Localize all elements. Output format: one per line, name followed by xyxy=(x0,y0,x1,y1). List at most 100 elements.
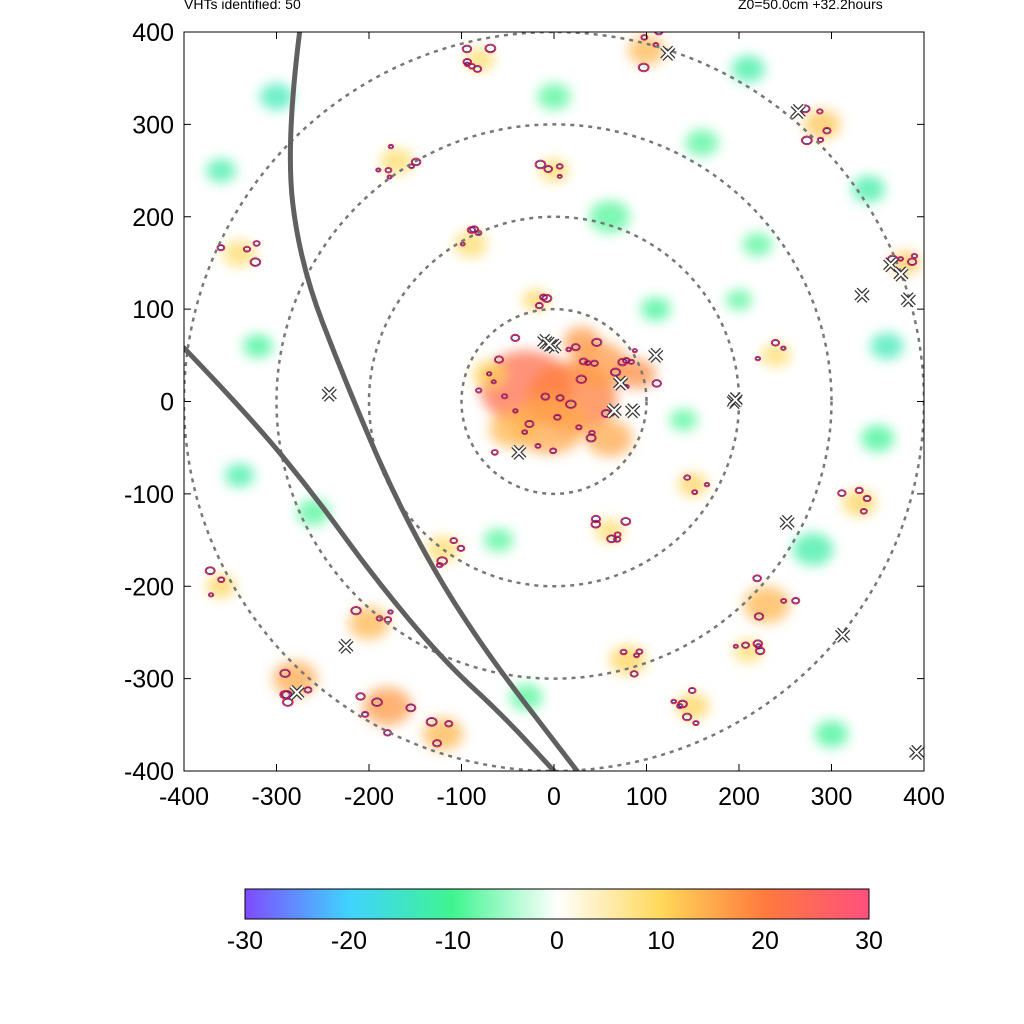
vorticity-patch xyxy=(851,175,886,203)
vht-marker-stroke xyxy=(728,392,743,407)
contour-loop xyxy=(543,165,554,174)
contour-loop xyxy=(355,692,366,701)
contour-loop xyxy=(651,379,662,388)
contour-loop xyxy=(216,244,226,252)
vht-marker xyxy=(613,375,629,391)
contour-loop xyxy=(780,597,788,604)
contour-loop-inner xyxy=(406,704,416,712)
vht-marker xyxy=(790,103,806,120)
contour-loop xyxy=(555,394,565,402)
colorbar-tick-label: -10 xyxy=(435,927,471,955)
contour-loop-inner xyxy=(384,617,392,623)
vorticity-patch xyxy=(726,289,752,311)
contour-loop-inner xyxy=(362,712,369,717)
x-tick-label: -200 xyxy=(344,783,394,811)
contour-loop-inner xyxy=(550,448,557,454)
contour-loop xyxy=(207,592,215,598)
contour-loop-inner xyxy=(607,535,616,543)
contour-loop-inner xyxy=(802,136,812,144)
contour-loop xyxy=(754,355,762,362)
vht-marker-stroke xyxy=(883,258,898,272)
contour-loop-inner xyxy=(781,599,787,603)
contour-loop-inner xyxy=(689,688,696,693)
vht-marker-stroke xyxy=(290,685,304,700)
vht-marker-stroke xyxy=(512,445,526,460)
contour-loop xyxy=(556,173,563,179)
contour-loop xyxy=(534,442,542,449)
contour-loop-inner xyxy=(898,257,903,261)
vorticity-patch xyxy=(618,359,656,389)
vorticity-patch xyxy=(669,408,698,432)
contour-loop-inner xyxy=(283,698,293,706)
range-ring xyxy=(460,307,648,496)
vorticity-patch xyxy=(348,606,390,640)
y-tick-label: 400 xyxy=(132,19,174,47)
vht-marker xyxy=(835,627,851,643)
contour-loop-inner xyxy=(491,380,496,384)
contour-loop-inner xyxy=(540,294,547,300)
contour-loop xyxy=(585,433,597,443)
contour-loop-inner xyxy=(457,545,465,551)
contour-loop-inner xyxy=(753,640,762,647)
contour-loop xyxy=(475,387,483,394)
contour-loop-inner xyxy=(217,245,225,251)
contour-loop xyxy=(629,670,639,678)
x-tick-label: 100 xyxy=(626,783,668,811)
contour-loop-inner xyxy=(610,368,621,376)
contour-loop-inner xyxy=(771,340,779,346)
contour-loop-inner xyxy=(754,613,764,620)
vht-marker xyxy=(321,386,337,402)
contour-loop xyxy=(570,343,581,352)
vht-marker-stroke xyxy=(625,404,640,418)
contour-loop xyxy=(590,514,601,524)
contour-loop-inner xyxy=(855,487,863,494)
y-tick-label: -100 xyxy=(124,481,174,509)
contour-loop xyxy=(462,57,473,66)
contour-loop-inner xyxy=(823,128,831,134)
vorticity-patch xyxy=(870,332,904,360)
contour-loop-inner xyxy=(693,721,699,725)
contour-loop-inner xyxy=(911,254,918,258)
contour-loop xyxy=(360,710,370,718)
contour-loop-inner xyxy=(655,32,663,35)
contour-loop xyxy=(816,108,824,115)
vorticity-patch xyxy=(676,693,710,720)
contour-loop xyxy=(549,447,558,455)
contour-loop xyxy=(444,720,454,728)
vorticity-patch xyxy=(272,660,318,697)
vorticity-patch xyxy=(243,334,273,358)
contour-loop-inner xyxy=(535,303,543,309)
contour-loop xyxy=(687,686,697,695)
contour-loop xyxy=(461,44,473,54)
vorticity-patch xyxy=(259,83,294,110)
colorbar-gradient xyxy=(244,888,870,920)
vht-marker xyxy=(511,444,527,460)
vorticity-patch xyxy=(489,410,536,448)
contour-loop-inner xyxy=(250,258,261,266)
contour-loop xyxy=(410,157,422,167)
contour-loop xyxy=(752,574,762,583)
vht-marker xyxy=(289,684,305,701)
contour-loop-inner xyxy=(445,721,453,727)
contour-loop-inner xyxy=(470,226,478,233)
vht-marker-stroke xyxy=(613,376,628,390)
contour-loop-inner xyxy=(682,713,692,721)
vorticity-field xyxy=(206,35,921,751)
contour-loop xyxy=(753,612,765,621)
vorticity-patch xyxy=(206,574,236,599)
contour-loop-inner xyxy=(556,164,563,169)
contour-loop-inner xyxy=(614,536,621,542)
contour-loop-inner xyxy=(756,647,765,655)
contour-loop xyxy=(565,346,573,353)
x-tick-label: 400 xyxy=(903,783,945,811)
contour-loop-inner xyxy=(436,563,443,568)
contour-loop xyxy=(910,252,919,260)
storm-tracks xyxy=(184,32,580,771)
contour-loop xyxy=(681,712,693,722)
contour-loop xyxy=(541,293,553,303)
x-tick-label: 200 xyxy=(718,783,760,811)
y-tick-label: -200 xyxy=(124,573,174,601)
contour-loop xyxy=(524,419,535,429)
contour-loop xyxy=(754,646,766,656)
vorticity-patch xyxy=(465,47,495,72)
